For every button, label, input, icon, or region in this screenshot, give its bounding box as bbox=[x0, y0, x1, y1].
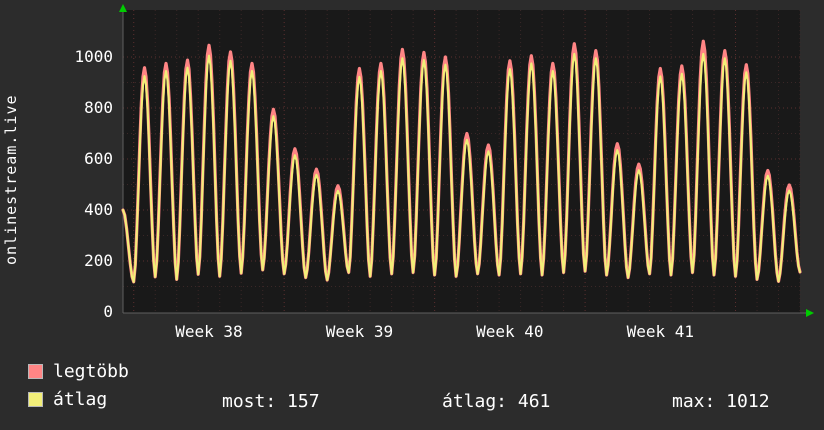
chart-canvas bbox=[119, 4, 814, 317]
legend-row-legtobb: legtöbb bbox=[28, 361, 129, 382]
y-tick-label: 0 bbox=[103, 302, 113, 321]
x-week-label: Week 38 bbox=[175, 322, 243, 341]
x-week-label: Week 39 bbox=[325, 322, 394, 341]
atlag-label: átlag bbox=[53, 389, 108, 410]
stat-most: most: 157 bbox=[222, 391, 320, 412]
x-week-label: Week 40 bbox=[476, 322, 544, 341]
stat-max: max: 1012 bbox=[672, 391, 770, 412]
stat-atlag: átlag: 461 bbox=[442, 391, 551, 412]
x-week-label: Week 41 bbox=[626, 322, 695, 341]
y-tick-label: 1000 bbox=[74, 47, 113, 66]
y-tick-label: 600 bbox=[84, 149, 113, 168]
legtobb-label: legtöbb bbox=[53, 361, 129, 382]
atlag-swatch-icon bbox=[28, 392, 43, 407]
legend-row-atlag: átlag bbox=[28, 389, 107, 410]
y-tick-label: 400 bbox=[84, 200, 113, 219]
series-atlag-line bbox=[121, 52, 802, 283]
y-tick-label: 200 bbox=[84, 251, 113, 270]
y-axis-arrow-icon bbox=[119, 4, 127, 12]
y-tick-label: 800 bbox=[84, 98, 113, 117]
legtobb-swatch-icon bbox=[28, 364, 43, 379]
x-axis-arrow-icon bbox=[806, 309, 814, 317]
